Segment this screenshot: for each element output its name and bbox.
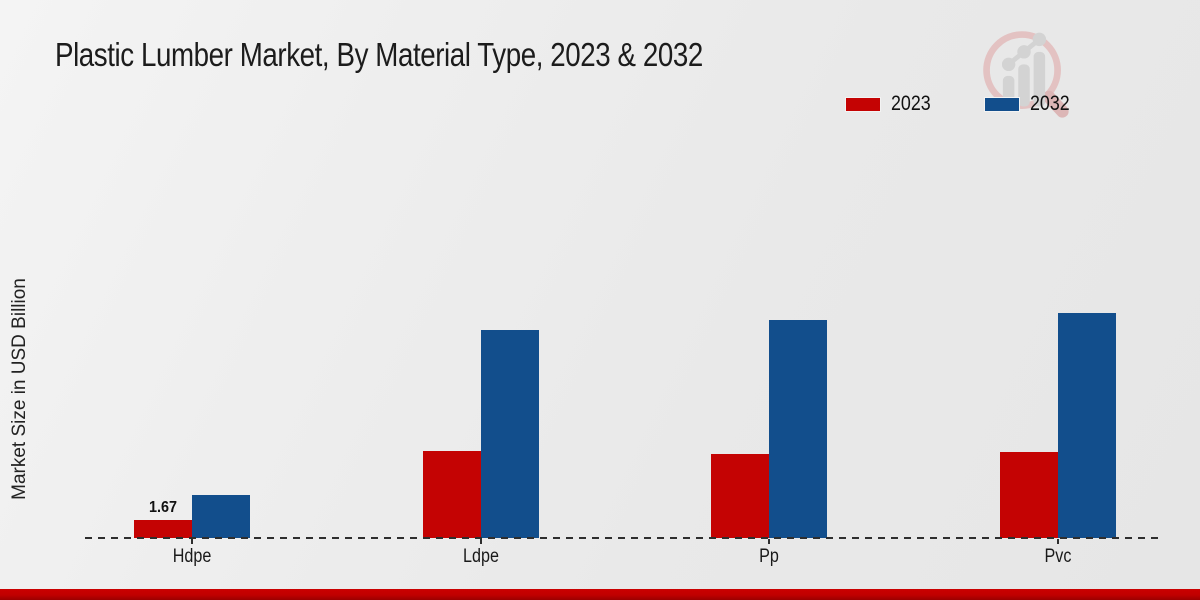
legend-item-2032: 2032 <box>983 92 1077 116</box>
bar-2023-pvc <box>999 452 1058 538</box>
x-axis-label-pp: Pp <box>759 546 779 567</box>
x-axis-label-pvc: Pvc <box>1044 546 1071 567</box>
x-axis-tick-pvc <box>1056 539 1059 544</box>
bar-2032-pvc <box>1057 312 1116 538</box>
data-label-2023-hdpe: 1.67 <box>148 498 178 516</box>
footer-accent-bar <box>0 589 1200 600</box>
bar-2023-hdpe <box>134 519 192 538</box>
legend: 2023 2032 <box>845 92 1076 116</box>
x-axis-label-ldpe: Ldpe <box>462 546 499 567</box>
legend-swatch-2023 <box>845 96 881 112</box>
bar-2032-ldpe <box>480 330 539 538</box>
x-axis-tick-hdpe <box>191 539 193 544</box>
brand-watermark <box>976 22 1072 127</box>
x-axis-baseline <box>85 537 1162 539</box>
legend-swatch-2032 <box>983 96 1020 112</box>
legend-label-2023: 2023 <box>891 92 931 115</box>
legend-label-2032: 2032 <box>1029 92 1070 115</box>
legend-item-2023: 2023 <box>845 92 938 116</box>
bar-2032-pp <box>769 320 827 538</box>
bar-2023-pp <box>711 454 769 538</box>
magnifier-growth-chart-icon <box>983 31 1069 118</box>
bar-2032-hdpe <box>192 495 250 538</box>
x-axis-tick-pp <box>768 539 770 544</box>
x-axis-label-hdpe: Hdpe <box>172 546 212 567</box>
x-axis-tick-ldpe <box>479 539 482 544</box>
chart-title: Plastic Lumber Market, By Material Type,… <box>55 36 703 73</box>
bar-2023-ldpe <box>422 451 481 538</box>
